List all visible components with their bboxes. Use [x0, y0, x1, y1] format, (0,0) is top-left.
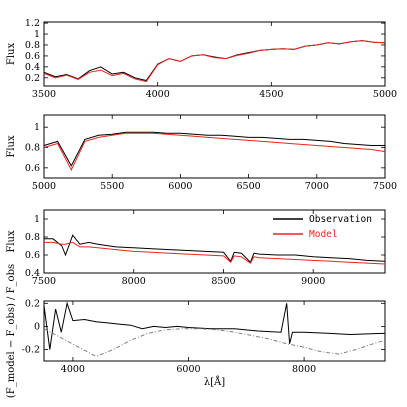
y-axis-title: (F_model − F_obs) / F_obs [6, 264, 17, 398]
y-tick-label: 0.6 [25, 163, 40, 174]
y-tick-label: 0.4 [25, 268, 40, 279]
panel-1: 3500 4000 4500 5000 0.20.40.60.811.2 Flux [6, 18, 397, 100]
series-observation-line [44, 234, 386, 264]
series-model-line [43, 40, 386, 83]
series-observation-line [43, 40, 386, 82]
x-tick-label: 6000 [168, 181, 192, 192]
x-axis-title: λ[Å] [204, 376, 225, 388]
legend-label: Observation [309, 214, 372, 225]
legend-label: Model [309, 229, 338, 240]
x-tick-label: 7000 [305, 181, 329, 192]
panel-2-frame [43, 114, 386, 179]
y-tick-label: 0.8 [25, 143, 40, 154]
y-tick-label: 0.6 [25, 250, 40, 261]
x-tick-label: 3500 [32, 89, 56, 100]
series-observation-line [43, 131, 385, 167]
y-tick-label: 1 [34, 29, 40, 40]
y-tick-label: 1 [34, 122, 40, 133]
y-tick-label: 0.6 [25, 51, 40, 62]
x-tick-label: 4000 [61, 364, 85, 375]
panel-4-frame [43, 300, 386, 362]
series-model-line [43, 132, 386, 172]
y-tick-label: 0.2 [25, 298, 40, 309]
y-tick-label: 0.4 [25, 62, 40, 73]
x-tick-label: 4500 [259, 89, 283, 100]
x-tick-label: 5000 [373, 89, 397, 100]
panel-1-frame [43, 21, 386, 87]
series-model-line [44, 241, 386, 265]
y-tick-label: 1 [34, 214, 40, 225]
y-tick-label: -0.2 [22, 344, 40, 355]
x-tick-label: 6500 [237, 181, 261, 192]
y-tick-label: 0.2 [25, 73, 40, 84]
y-tick-label: 1.2 [25, 18, 40, 29]
y-axis-title: Flux [6, 230, 17, 253]
x-tick-label: 8000 [292, 364, 316, 375]
y-axis-title: Flux [6, 43, 17, 66]
panel-3-frame [43, 209, 386, 274]
y-tick-label: 0.8 [25, 40, 40, 51]
y-tick-label: 0.8 [25, 232, 40, 243]
x-tick-label: 7500 [32, 276, 56, 287]
x-tick-label: 5500 [100, 181, 124, 192]
series-residual-line [43, 301, 386, 350]
x-tick-label: 9000 [301, 276, 325, 287]
x-tick-label: 4000 [146, 89, 170, 100]
x-tick-label: 5000 [32, 181, 56, 192]
x-tick-label: 8500 [211, 276, 235, 287]
y-tick-label: 0 [34, 321, 40, 332]
x-tick-label: 6000 [176, 364, 200, 375]
x-tick-label: 7500 [373, 181, 397, 192]
y-axis-title: Flux [6, 135, 17, 158]
series-basis-line [43, 328, 386, 357]
panel-4: 4000 6000 8000 -0.2 0 0.2 (F_model − F_obs) / … [6, 264, 386, 398]
x-tick-label: 8000 [122, 276, 146, 287]
panel-2: 5000 5500 6000 6500 7000 7500 0.6 0.8 1 Flux [6, 114, 397, 192]
panel-3: 7500 8000 8500 9000 0.4 0.6 0.8 1 Flux Observatio… [6, 209, 386, 287]
